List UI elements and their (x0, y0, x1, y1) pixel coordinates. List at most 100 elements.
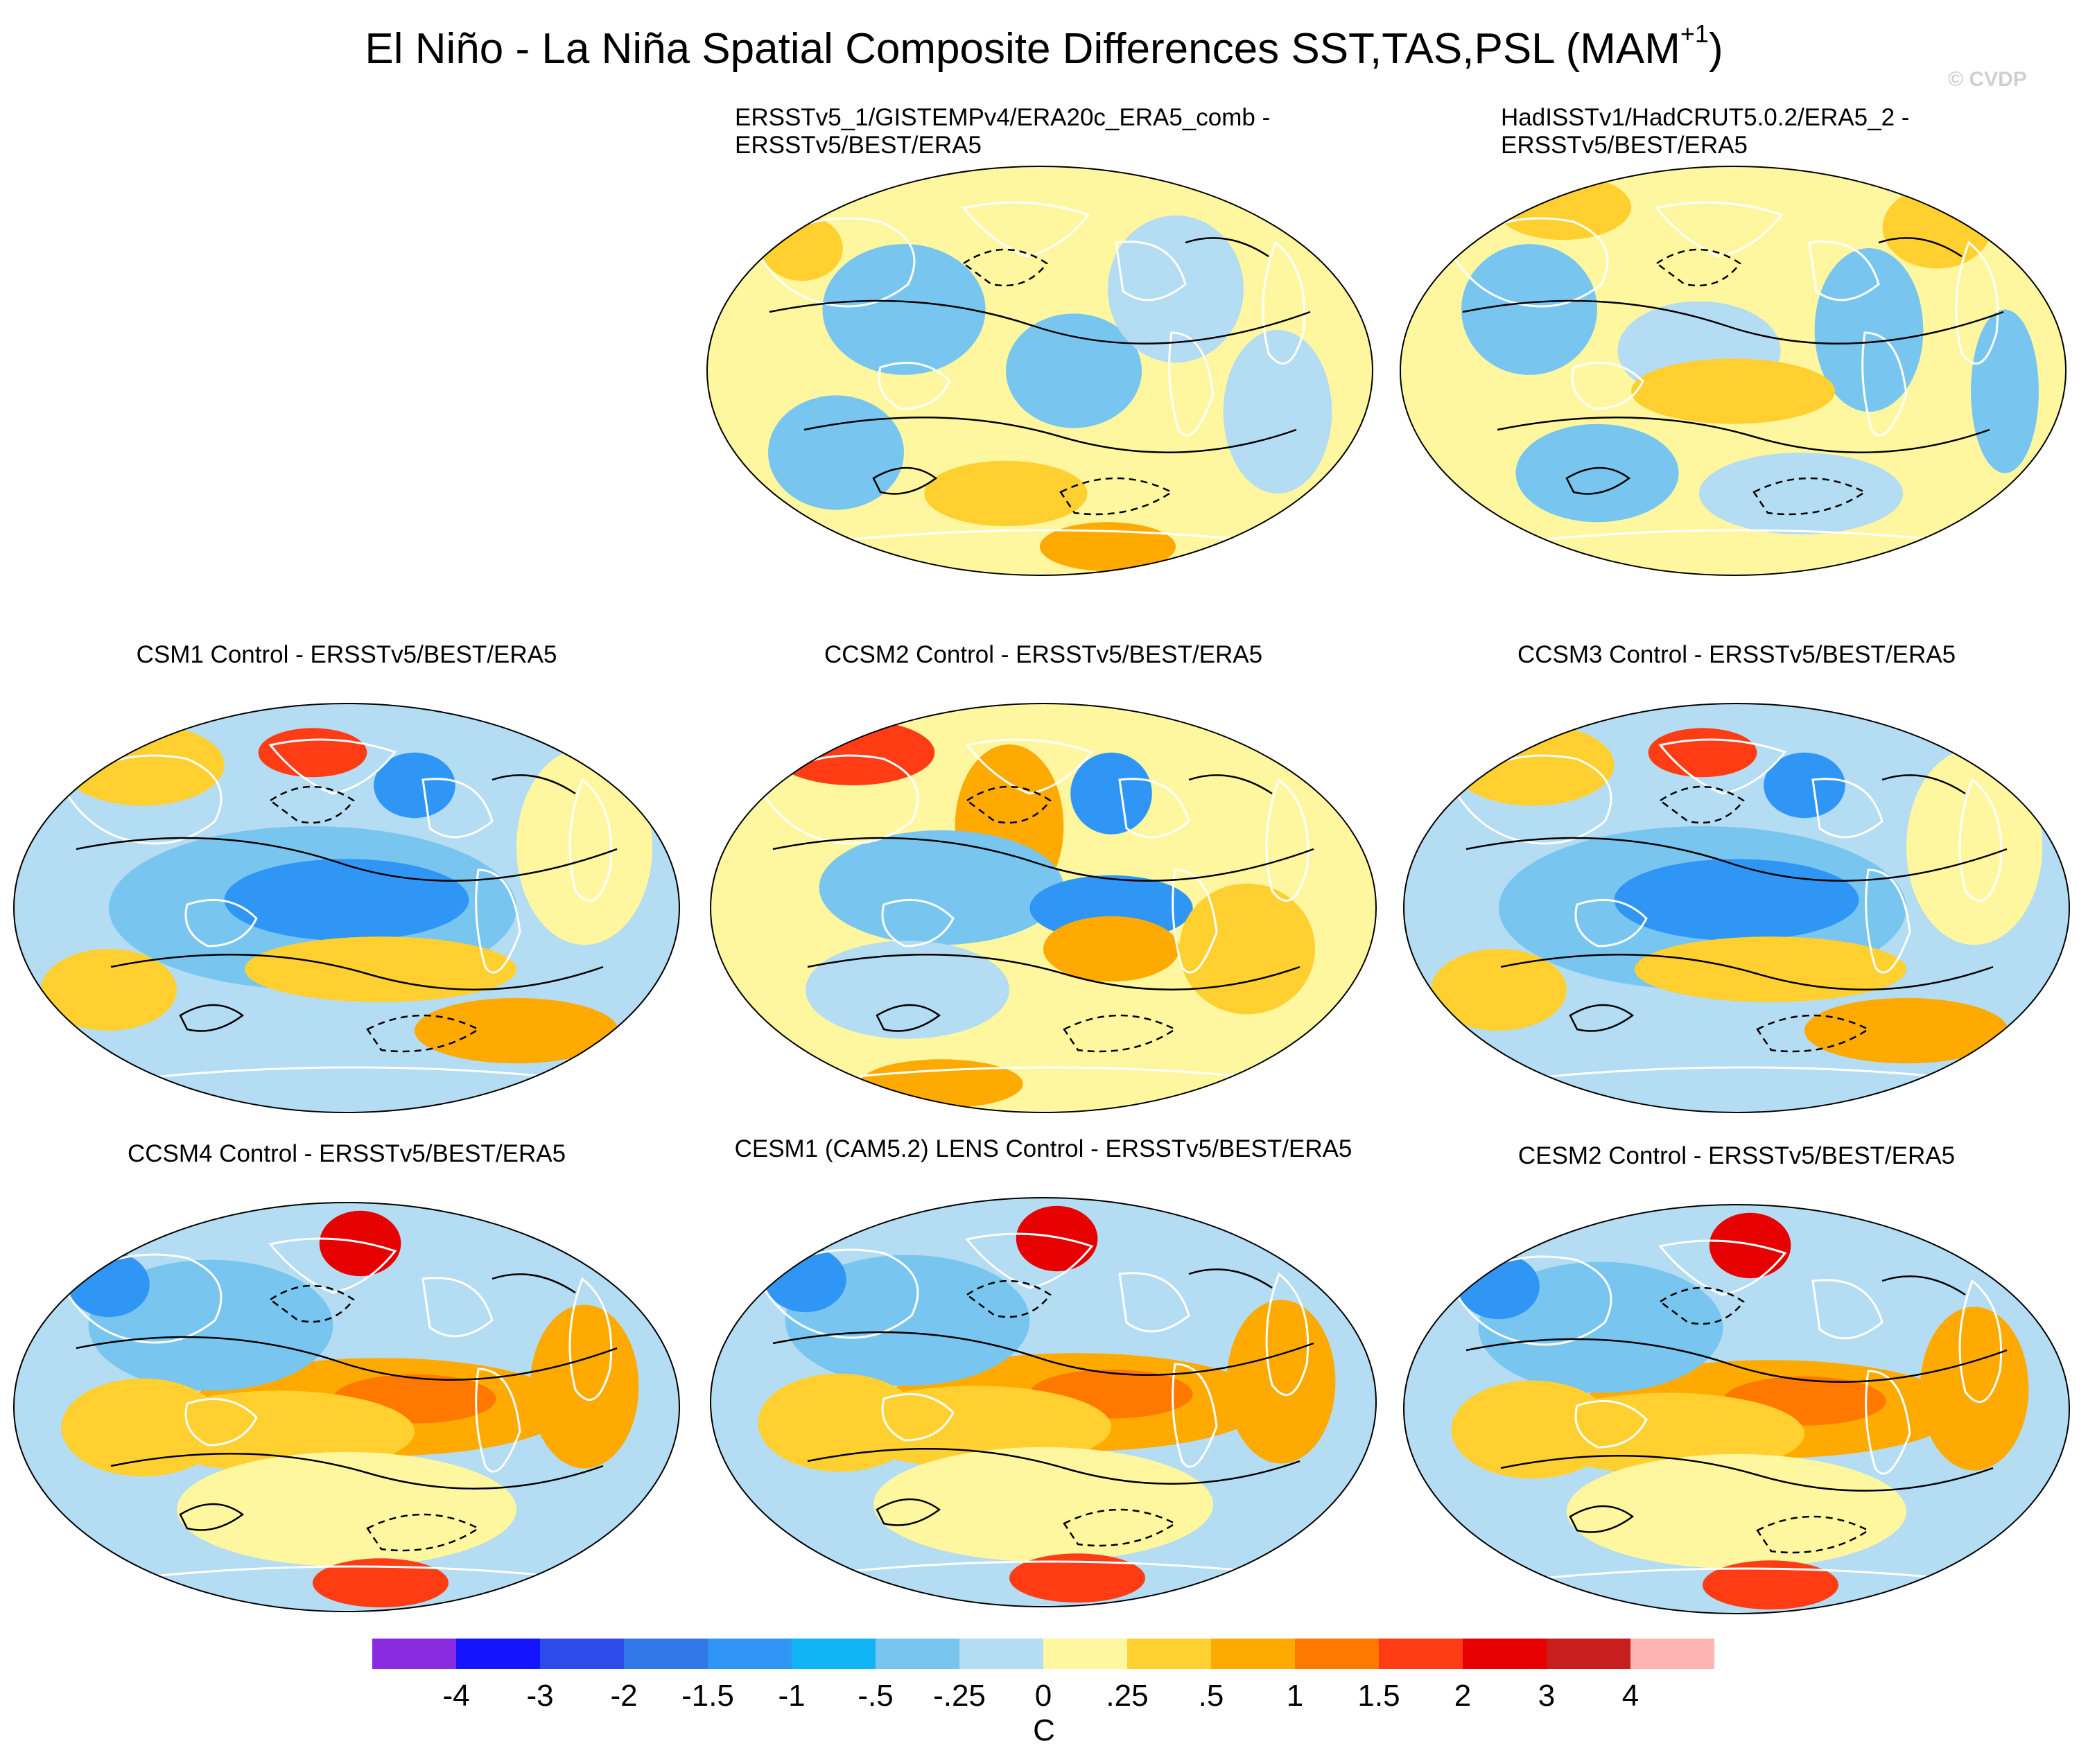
anomaly-region (1699, 453, 1903, 534)
anomaly-region (41, 949, 177, 1031)
coastline (1262, 241, 1306, 365)
coastline (421, 778, 494, 839)
anomaly-region (1431, 949, 1567, 1031)
anomaly-region (758, 1373, 921, 1472)
map (1400, 166, 2067, 576)
psl-contour (491, 1273, 576, 1294)
coastline (1115, 241, 1187, 302)
psl-contour (803, 416, 1297, 453)
map (13, 1202, 680, 1612)
colorbar-tick-label: -1.5 (681, 1679, 734, 1713)
psl-contour (1878, 237, 1963, 258)
colorbar-tick-label: .25 (1106, 1679, 1149, 1713)
anomaly-region (1179, 883, 1315, 1015)
coastline (754, 217, 916, 308)
panel-title-line-1: CCSM4 Control - ERSSTv5/BEST/ERA5 (127, 1140, 566, 1167)
psl-contour (1188, 774, 1273, 795)
map (710, 1197, 1377, 1607)
colorbar-swatch (959, 1639, 1043, 1669)
coastline (1451, 1255, 1612, 1346)
coastline (1865, 1370, 1911, 1475)
colorbar-swatch (624, 1639, 708, 1669)
title-superscript: +1 (1680, 19, 1709, 48)
map-border (710, 1197, 1377, 1607)
anomaly-region (806, 941, 1009, 1039)
anomaly-region (1703, 1560, 1838, 1610)
psl-contour (1752, 477, 1867, 516)
coastline (184, 898, 258, 948)
psl-contour (965, 1280, 1052, 1318)
colorbar-swatch (1379, 1639, 1463, 1669)
psl-contour (807, 1447, 1300, 1485)
anomaly-region (516, 748, 652, 945)
anomaly-region (245, 936, 516, 1002)
coastline (965, 738, 1094, 795)
coastline (568, 1277, 613, 1401)
psl-contour (1063, 1014, 1177, 1053)
colorbar-swatch (1547, 1639, 1630, 1669)
coastline (1118, 778, 1190, 839)
coastline (758, 754, 919, 845)
psl-contour (366, 1513, 480, 1552)
panel-title-line-2: ERSSTv5/BEST/ERA5 (1501, 132, 1748, 159)
map-border (1400, 166, 2067, 576)
anomaly-region (224, 859, 469, 941)
map-panel: CSM1 Control - ERSSTv5/BEST/ERA5 (7, 641, 686, 1126)
colorbar-swatches (372, 1639, 1714, 1669)
psl-contour (1465, 837, 2008, 882)
psl-contour (1462, 299, 2004, 344)
anomaly-region (1451, 1380, 1615, 1479)
anomaly-region (1461, 244, 1597, 375)
psl-contour (1059, 477, 1174, 516)
coastline (1811, 1279, 1883, 1340)
map-border (710, 703, 1377, 1113)
psl-contour (268, 785, 355, 824)
psl-contour (110, 953, 604, 990)
title-text: El Niño - La Niña Spatial Composite Diff… (365, 25, 1680, 73)
coastline (758, 1248, 919, 1339)
anomaly-region (258, 728, 367, 778)
credit-watermark: © CVDP (1948, 68, 2027, 91)
anomaly-region (1804, 997, 2008, 1064)
colorbar-tick-label: -2 (610, 1679, 638, 1713)
coastline (1574, 1399, 1648, 1449)
psl-contour (1658, 1286, 1745, 1325)
anomaly-region (319, 1210, 401, 1277)
panel-title-line-1: HadISSTv1/HadCRUT5.0.2/ERA5_2 - (1501, 104, 1910, 131)
map-panel: HadISSTv1/HadCRUT5.0.2/ERA5_2 - ERSSTv5/… (1393, 104, 2073, 589)
anomaly-region (785, 1255, 1030, 1386)
title-close: ) (1708, 25, 1723, 73)
psl-contour (268, 1284, 355, 1323)
colorbar-swatch (1127, 1639, 1211, 1669)
psl-contour (1756, 1515, 1870, 1554)
psl-contour (962, 248, 1048, 287)
anomaly-region (1223, 330, 1332, 494)
psl-contour (1658, 785, 1745, 824)
coastline (61, 1253, 223, 1344)
psl-contour (1465, 1338, 2008, 1383)
psl-contour (1881, 774, 1966, 795)
map (1403, 1204, 2070, 1614)
coastline (1958, 778, 2003, 902)
anomaly-region (1814, 248, 1924, 412)
psl-contour (1565, 466, 1631, 495)
map-border (13, 1202, 680, 1612)
coastline (881, 898, 955, 948)
colorbar-tick-label: 3 (1538, 1679, 1556, 1713)
psl-contour (1569, 1505, 1635, 1533)
map-border (1403, 1204, 2070, 1614)
coastline (61, 754, 223, 845)
anomaly-region (1040, 522, 1176, 572)
coastline (1172, 1363, 1218, 1468)
colorbar-swatch (372, 1639, 456, 1669)
colorbar-swatch (876, 1639, 959, 1669)
colorbar-swatch (792, 1639, 876, 1669)
psl-contour (1655, 248, 1741, 287)
colorbar-tick-label: -.25 (933, 1679, 986, 1713)
map-border (706, 166, 1373, 576)
colorbar-swatch (1043, 1639, 1127, 1669)
map (706, 166, 1373, 576)
coastline (1658, 1239, 1787, 1296)
anomaly-region (822, 244, 986, 375)
anomaly-region (415, 997, 618, 1064)
